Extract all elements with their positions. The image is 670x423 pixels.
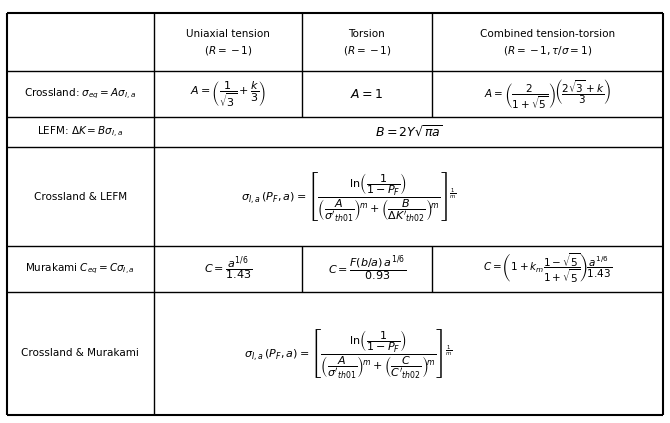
Text: Murakami $C_{eq} = C\sigma_{I,a}$: Murakami $C_{eq} = C\sigma_{I,a}$: [25, 262, 135, 276]
Text: $(R = -1)$: $(R = -1)$: [204, 44, 252, 57]
Text: Uniaxial tension: Uniaxial tension: [186, 29, 270, 39]
Text: $\sigma_{I,a}\,(P_F,a) = \left[\dfrac{\ln\!\left(\dfrac{1}{1-P_F}\right)}{\left(: $\sigma_{I,a}\,(P_F,a) = \left[\dfrac{\l…: [244, 327, 453, 380]
Text: Crossland & Murakami: Crossland & Murakami: [21, 348, 139, 358]
Text: LEFM: $\Delta K = B\sigma_{I,a}$: LEFM: $\Delta K = B\sigma_{I,a}$: [38, 125, 123, 140]
Text: $(R = -1)$: $(R = -1)$: [342, 44, 391, 57]
Text: $C = \left(1 + k_m\dfrac{1-\sqrt{5}}{1+\sqrt{5}}\right)\dfrac{a^{1/6}}{1.43}$: $C = \left(1 + k_m\dfrac{1-\sqrt{5}}{1+\…: [483, 253, 612, 286]
Text: $A = 1$: $A = 1$: [350, 88, 383, 101]
Text: $\sigma_{I,a}\,(P_F,a) = \left[\dfrac{\ln\!\left(\dfrac{1}{1-P_F}\right)}{\left(: $\sigma_{I,a}\,(P_F,a) = \left[\dfrac{\l…: [241, 170, 456, 223]
Text: $(R = -1, \tau/\sigma = 1)$: $(R = -1, \tau/\sigma = 1)$: [503, 44, 592, 57]
Text: $B = 2Y\sqrt{\pi a}$: $B = 2Y\sqrt{\pi a}$: [375, 125, 443, 140]
Text: Combined tension-torsion: Combined tension-torsion: [480, 29, 615, 39]
Text: $A = \left(\dfrac{1}{\sqrt{3}} + \dfrac{k}{3}\right)$: $A = \left(\dfrac{1}{\sqrt{3}} + \dfrac{…: [190, 80, 266, 109]
Text: $A = \left(\dfrac{2}{1+\sqrt{5}}\right)\!\left(\dfrac{2\sqrt{3}+k}{3}\right)$: $A = \left(\dfrac{2}{1+\sqrt{5}}\right)\…: [484, 77, 612, 111]
Text: Crossland & LEFM: Crossland & LEFM: [34, 192, 127, 201]
Text: $C = \dfrac{a^{1/6}}{1.43}$: $C = \dfrac{a^{1/6}}{1.43}$: [204, 255, 252, 283]
Text: $C = \dfrac{F(b/a)\,a^{1/6}}{0.93}$: $C = \dfrac{F(b/a)\,a^{1/6}}{0.93}$: [328, 254, 406, 284]
Text: Crossland: $\sigma_{eq} = A\sigma_{I,a}$: Crossland: $\sigma_{eq} = A\sigma_{I,a}$: [24, 87, 137, 101]
Text: Torsion: Torsion: [348, 29, 385, 39]
